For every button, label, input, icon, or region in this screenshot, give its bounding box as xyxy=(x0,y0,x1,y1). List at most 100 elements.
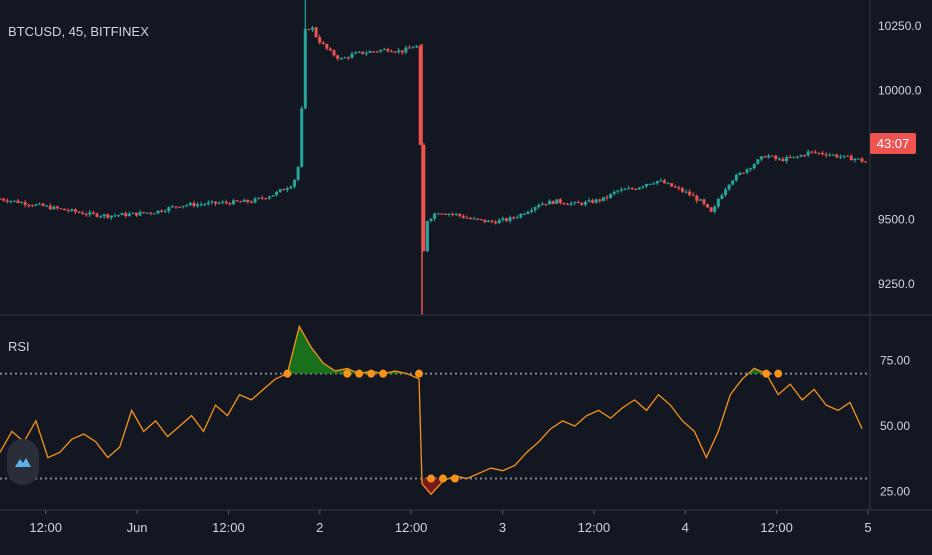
candle-body xyxy=(289,186,293,189)
candle-body xyxy=(849,155,853,161)
price-tick-label: 10250.0 xyxy=(878,19,922,33)
candle-body xyxy=(763,156,767,158)
rsi-tick-label: 25.00 xyxy=(880,485,910,499)
tradingview-logo[interactable] xyxy=(7,439,39,485)
candle-body xyxy=(824,154,828,156)
candle-body xyxy=(479,219,483,221)
candle-body xyxy=(580,202,584,205)
candle-body xyxy=(282,189,286,191)
time-tick-label: 12:00 xyxy=(578,520,611,535)
rsi-line xyxy=(0,324,863,496)
candle-body xyxy=(16,200,20,204)
candle-body xyxy=(440,213,444,215)
candle-body xyxy=(662,180,666,184)
candle-body xyxy=(91,212,95,214)
price-badge: 43:07 xyxy=(877,136,910,151)
candle-body xyxy=(781,158,785,162)
candle-body xyxy=(170,206,174,208)
candle-body xyxy=(178,206,182,208)
symbol-label[interactable]: BTCUSD, 45, BITFINEX xyxy=(8,24,149,39)
candle-body xyxy=(425,221,429,252)
rsi-tick-label: 50.00 xyxy=(880,419,910,433)
candle-body xyxy=(23,202,27,206)
candle-body xyxy=(48,205,52,210)
candle-body xyxy=(249,202,253,204)
candle-body xyxy=(293,179,297,187)
candle-body xyxy=(856,158,860,160)
candle-body xyxy=(321,42,325,44)
price-pane[interactable] xyxy=(0,0,868,315)
candle-body xyxy=(379,49,383,52)
candle-body xyxy=(346,57,350,59)
candle-body xyxy=(684,191,688,193)
candle-body xyxy=(497,220,501,224)
candle-body xyxy=(429,218,433,222)
candle-body xyxy=(666,183,670,185)
rsi-pane[interactable] xyxy=(0,324,870,496)
candle-body xyxy=(52,206,56,210)
candle-body xyxy=(397,50,401,53)
candle-body xyxy=(472,218,476,220)
candle-body xyxy=(519,213,523,218)
rsi-axis: 25.00 50.00 75.00 xyxy=(880,354,910,499)
candle-body xyxy=(372,51,376,53)
candle-body xyxy=(691,194,695,196)
candle-body xyxy=(354,52,358,54)
candle-body xyxy=(562,203,566,205)
candle-body xyxy=(30,205,34,207)
candle-body xyxy=(724,189,728,196)
rsi-title[interactable]: RSI xyxy=(8,339,30,354)
candle-body xyxy=(709,207,713,212)
candle-body xyxy=(508,217,512,221)
candle-body xyxy=(221,201,225,203)
candle-body xyxy=(587,200,591,202)
candle-body xyxy=(156,210,160,214)
candle-body xyxy=(601,197,605,201)
candle-body xyxy=(336,55,340,59)
candle-body xyxy=(278,189,282,192)
candle-body xyxy=(864,161,868,163)
rsi-cross-marker xyxy=(379,369,388,378)
candle-body xyxy=(99,216,103,218)
candle-body xyxy=(174,206,178,208)
candle-body xyxy=(749,168,753,170)
time-tick-label: 12:00 xyxy=(29,520,62,535)
candle-body xyxy=(407,47,411,49)
candle-body xyxy=(637,187,641,190)
candle-body xyxy=(260,197,264,199)
rsi-zone-fill xyxy=(288,326,358,374)
candle-body xyxy=(113,215,117,217)
candle-body xyxy=(817,152,821,154)
candle-body xyxy=(0,198,2,200)
candle-body xyxy=(257,197,261,199)
candle-body xyxy=(702,199,706,205)
candle-body xyxy=(634,188,638,190)
candle-body xyxy=(339,58,343,60)
candle-body xyxy=(619,189,623,191)
candle-body xyxy=(239,201,243,203)
candle-body xyxy=(645,183,649,187)
candle-body xyxy=(5,200,9,202)
candle-body xyxy=(454,213,458,215)
candle-body xyxy=(77,211,81,213)
rsi-cross-marker xyxy=(774,369,783,378)
time-axis: 12:00 Jun 12:00 2 12:00 3 12:00 4 12:00 5 xyxy=(29,510,872,535)
candle-body xyxy=(767,155,771,158)
candle-body xyxy=(145,212,149,214)
candle-body xyxy=(716,198,720,207)
candle-body xyxy=(415,45,419,48)
time-tick-label: 12:00 xyxy=(212,520,245,535)
candle-body xyxy=(285,188,289,190)
candle-body xyxy=(167,207,171,212)
candle-body xyxy=(41,203,45,207)
candle-body xyxy=(616,190,620,192)
candle-body xyxy=(66,210,70,212)
candle-body xyxy=(300,108,304,167)
candle-body xyxy=(680,188,684,192)
candle-body xyxy=(253,198,257,203)
candle-body xyxy=(569,203,573,205)
candle-body xyxy=(476,218,480,220)
candle-body xyxy=(504,218,508,221)
